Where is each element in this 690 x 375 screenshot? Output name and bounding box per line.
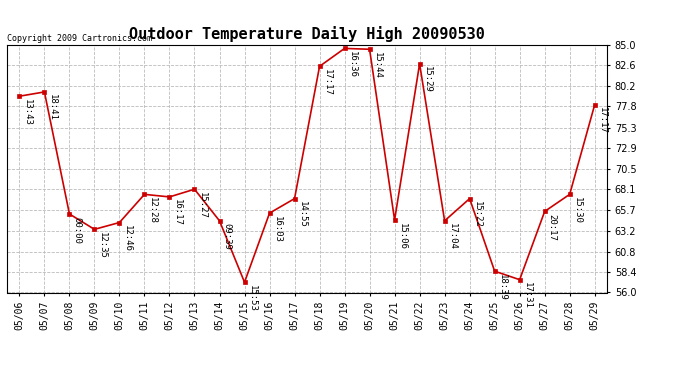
Text: 13:43: 13:43 [22, 99, 32, 126]
Text: 15:27: 15:27 [197, 192, 206, 219]
Text: 17:17: 17:17 [598, 107, 607, 134]
Text: 12:46: 12:46 [122, 225, 132, 252]
Text: 16:03: 16:03 [273, 216, 282, 243]
Text: 18:41: 18:41 [48, 94, 57, 122]
Text: 16:17: 16:17 [172, 200, 181, 226]
Text: 12:28: 12:28 [148, 197, 157, 224]
Text: 15:29: 15:29 [422, 66, 432, 93]
Text: 14:55: 14:55 [297, 201, 306, 228]
Text: 17:31: 17:31 [522, 282, 532, 309]
Text: Copyright 2009 Cartronics.com: Copyright 2009 Cartronics.com [7, 33, 152, 42]
Title: Outdoor Temperature Daily High 20090530: Outdoor Temperature Daily High 20090530 [129, 27, 485, 42]
Text: 17:04: 17:04 [448, 224, 457, 250]
Text: 15:06: 15:06 [397, 222, 406, 249]
Text: 15:53: 15:53 [248, 285, 257, 312]
Text: 20:17: 20:17 [548, 214, 557, 241]
Text: 15:30: 15:30 [573, 197, 582, 224]
Text: 17:17: 17:17 [322, 69, 332, 96]
Text: 15:44: 15:44 [373, 52, 382, 79]
Text: 00:00: 00:00 [72, 216, 81, 243]
Text: 16:36: 16:36 [348, 51, 357, 78]
Text: 18:39: 18:39 [497, 274, 506, 301]
Text: 12:35: 12:35 [97, 232, 106, 259]
Text: 15:22: 15:22 [473, 201, 482, 228]
Text: 09:39: 09:39 [222, 224, 232, 250]
